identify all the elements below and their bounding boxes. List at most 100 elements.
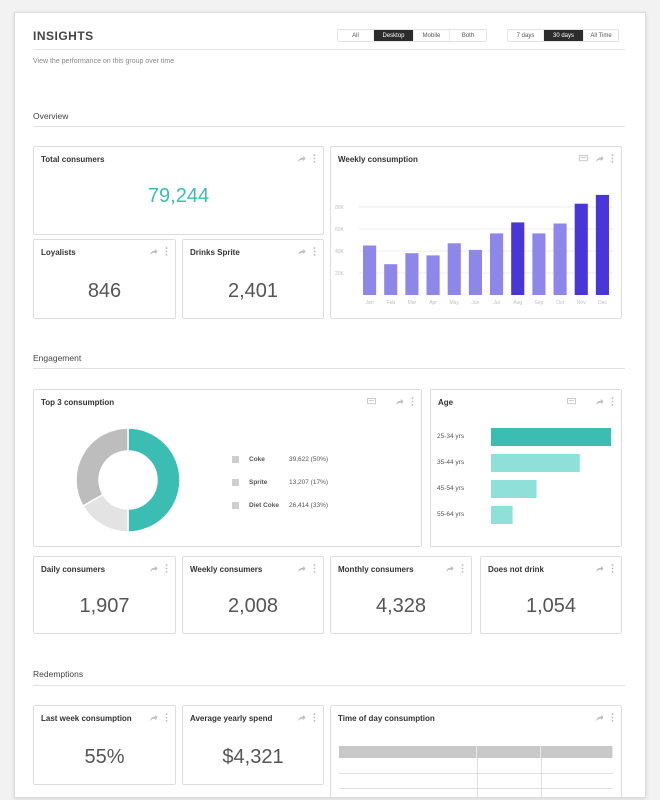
share-icon[interactable] (395, 398, 404, 406)
filter-all-button[interactable]: All (338, 30, 374, 41)
x-tick-label: May (450, 300, 460, 306)
table-header-cell[interactable] (541, 746, 613, 758)
x-tick-label: Oct (556, 300, 564, 306)
legend-item: Coke 39,622 (50%) (232, 456, 328, 463)
top3-donut-chart (75, 427, 181, 533)
weekly-consumption-chart: 20K 40K 60K 80K Jan Feb Mar Apr May Jun Jul Aug Sep O… (335, 194, 613, 306)
message-icon[interactable] (579, 155, 588, 162)
range-30days-button[interactable]: 30 days (544, 30, 584, 41)
age-bar[interactable] (491, 480, 537, 498)
drinks-sprite-card: Drinks Sprite 2,401 (182, 239, 324, 319)
x-tick-label: Apr (429, 300, 437, 306)
time-of-day-card: Time of day consumption (330, 705, 622, 797)
donut-slice[interactable] (75, 427, 129, 508)
share-icon[interactable] (595, 398, 604, 406)
share-icon[interactable] (149, 248, 158, 256)
bar[interactable] (468, 249, 482, 295)
table-row-divider (339, 788, 613, 789)
more-icon[interactable] (313, 713, 316, 722)
share-icon[interactable] (149, 565, 158, 573)
top3-consumption-card: Top 3 consumption Coke 39,622 (50%) Spri… (33, 389, 422, 547)
age-label: 35-44 yrs (437, 459, 465, 466)
age-bar[interactable] (491, 428, 611, 446)
more-icon[interactable] (313, 154, 316, 163)
more-icon[interactable] (411, 397, 414, 406)
more-icon[interactable] (611, 154, 614, 163)
message-icon[interactable] (567, 398, 576, 405)
bar[interactable] (532, 233, 546, 295)
filter-both-button[interactable]: Both (450, 30, 486, 41)
legend-value: 26,414 (33%) (289, 502, 329, 509)
does-not-drink-card: Does not drink 1,054 (480, 556, 622, 634)
bar[interactable] (447, 243, 461, 295)
bar[interactable] (490, 233, 504, 295)
share-icon[interactable] (595, 565, 604, 573)
y-tick-label: 20K (335, 271, 345, 277)
more-icon[interactable] (611, 397, 614, 406)
x-tick-label: Jul (493, 300, 499, 306)
header-divider (33, 49, 625, 50)
average-yearly-spend-card: Average yearly spend $4,321 (182, 705, 324, 785)
table-row-divider (339, 773, 613, 774)
x-tick-label: Nov (577, 300, 586, 306)
share-icon[interactable] (445, 565, 454, 573)
bar[interactable] (553, 223, 567, 296)
legend-name: Sprite (249, 479, 268, 486)
section-divider (33, 368, 625, 369)
age-bar[interactable] (491, 454, 580, 472)
y-tick-label: 40K (335, 249, 345, 255)
share-icon[interactable] (149, 714, 158, 722)
share-icon[interactable] (297, 714, 306, 722)
last-week-consumption-value: 55% (84, 746, 125, 768)
share-icon[interactable] (595, 714, 604, 722)
card-tools (297, 247, 316, 256)
card-tools (567, 397, 614, 406)
bar[interactable] (363, 245, 377, 296)
more-icon[interactable] (165, 713, 168, 722)
more-icon[interactable] (611, 564, 614, 573)
age-label: 55-64 yrs (437, 511, 465, 518)
bar[interactable] (426, 255, 440, 295)
share-icon[interactable] (297, 155, 306, 163)
monthly-consumers-value: 4,328 (375, 595, 427, 617)
age-card: Age 25-34 yrs 35-44 yrs 45-54 yrs 55-64 yrs (430, 389, 622, 547)
legend-name: Coke (249, 456, 265, 463)
legend-swatch (232, 479, 239, 486)
more-icon[interactable] (461, 564, 464, 573)
bar[interactable] (595, 194, 609, 295)
section-divider (33, 685, 625, 686)
y-tick-label: 60K (335, 227, 345, 233)
more-icon[interactable] (313, 564, 316, 573)
section-overview: Overview (33, 111, 69, 121)
does-not-drink-value: 1,054 (525, 595, 577, 617)
bar[interactable] (511, 222, 525, 295)
share-icon[interactable] (297, 248, 306, 256)
filter-desktop-button[interactable]: Desktop (374, 30, 414, 41)
card-title: Does not drink (488, 565, 545, 574)
range-7days-button[interactable]: 7 days (508, 30, 544, 41)
donut-slice[interactable] (127, 427, 181, 533)
page-subtitle: View the performance on this group over … (33, 58, 175, 65)
legend-swatch (232, 502, 239, 509)
more-icon[interactable] (611, 713, 614, 722)
more-icon[interactable] (165, 564, 168, 573)
share-icon[interactable] (297, 565, 306, 573)
card-tools (367, 397, 414, 406)
more-icon[interactable] (313, 247, 316, 256)
more-icon[interactable] (165, 247, 168, 256)
total-consumers-value: 79,244 (147, 185, 210, 207)
message-icon[interactable] (367, 398, 376, 405)
table-header-cell[interactable] (477, 746, 541, 758)
range-alltime-button[interactable]: All Time (584, 30, 618, 41)
bar[interactable] (574, 203, 588, 295)
card-title: Weekly consumption (338, 155, 418, 164)
share-icon[interactable] (595, 155, 604, 163)
card-title: Monthly consumers (338, 565, 414, 574)
bar[interactable] (405, 253, 419, 295)
filter-mobile-button[interactable]: Mobile (414, 30, 450, 41)
x-tick-label: Dec (598, 300, 607, 306)
age-bar[interactable] (491, 506, 513, 524)
x-tick-label: Sep (534, 300, 543, 306)
table-header-cell[interactable] (339, 746, 477, 758)
bar[interactable] (384, 264, 398, 295)
